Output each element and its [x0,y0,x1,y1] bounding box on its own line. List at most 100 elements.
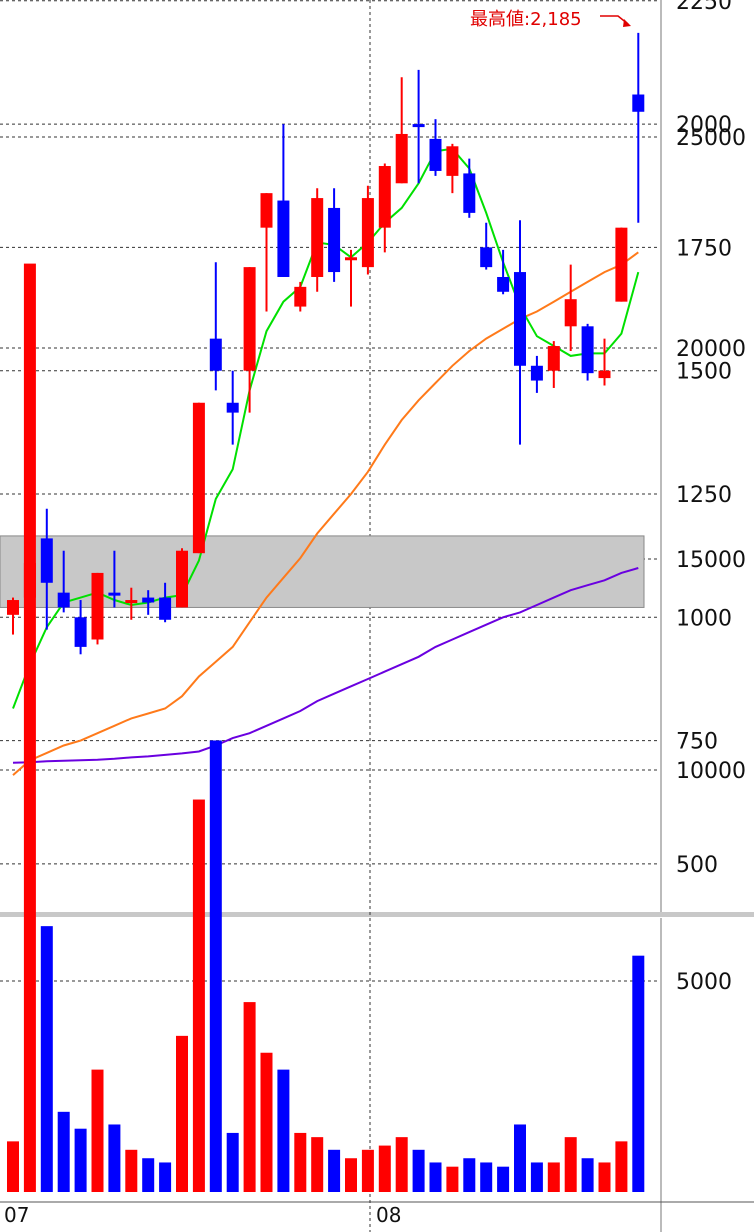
candle-body [412,124,425,128]
candle-body [91,572,104,640]
candle [209,262,222,391]
candle [260,193,273,312]
candle-body [446,146,459,176]
high-value-label: 最高値:2,185 [470,9,582,30]
volume-bar [530,1162,543,1192]
volume-bar [463,1158,476,1192]
candle-body [328,207,341,273]
volume-bar [412,1149,425,1192]
volume-bar [209,740,222,1192]
candle [378,163,391,253]
volume-bar [497,1166,510,1192]
candle [226,370,239,445]
candle [192,402,205,554]
price-tick-label: 500 [676,853,718,878]
volume-bar [277,1069,290,1192]
candle [361,185,374,275]
volume-bar [429,1162,442,1192]
volume-tick-label: 10000 [676,759,746,784]
volume-bar [226,1132,239,1192]
candle [547,341,560,388]
candle-body [480,247,493,268]
volume-bar [74,1128,87,1192]
ma-mid-line [12,251,639,776]
volume-bar [446,1166,459,1192]
candle [328,188,341,282]
candle [412,69,425,184]
candle-body [429,138,442,171]
candle-body [277,200,290,277]
candle [514,220,526,445]
moving-averages [12,147,640,776]
price-tick-label: 1500 [676,360,732,385]
price-tick-label: 2250 [676,0,732,15]
candle [345,249,357,307]
volume-bar [514,1124,526,1192]
candle-body [176,550,188,608]
candle [277,124,290,277]
candle [497,249,510,295]
volume-bar [294,1132,307,1192]
candle-body [192,402,205,554]
candle-body [226,402,239,413]
candle [395,77,408,184]
candle-body [395,133,408,184]
candle-body [361,198,374,268]
volume-bar [547,1162,560,1192]
volume-bars [7,263,645,1193]
candle [108,550,121,608]
ma-long-line [12,567,639,764]
candle-body [514,272,526,366]
candle-body [615,227,628,302]
volume-bar [564,1137,577,1192]
candle-body [7,600,19,615]
price-tick-label: 750 [676,730,718,755]
candle-body [40,538,53,583]
candle [91,572,104,645]
volume-bar [57,1111,70,1192]
candle [480,222,493,270]
candle [7,597,19,635]
volume-bar [125,1149,138,1192]
candle [463,158,476,218]
candle [632,32,645,223]
volume-bar [328,1149,341,1192]
candle [125,587,138,620]
candle [159,582,172,623]
candle [243,267,256,413]
price-band [0,535,645,608]
candle [40,508,53,630]
candle [294,281,307,312]
ma-short-line [12,147,640,709]
volume-bar [615,1141,628,1192]
volume-bar [159,1162,172,1192]
candle-body [209,338,222,371]
candle-body [564,299,577,327]
volume-bar [581,1158,594,1192]
volume-bar [260,1052,273,1192]
candle-body [378,166,391,228]
candle-body [159,597,172,620]
price-tick-label: 1000 [676,606,732,631]
volume-bar [91,1069,104,1192]
candle [446,143,459,194]
candle [176,548,188,608]
volume-bar [311,1137,324,1192]
x-tick-label: 07 [4,1203,29,1227]
candle-body [108,592,121,596]
volume-bar [395,1137,408,1192]
candle [598,338,611,386]
price-tick-label: 2000 [676,113,732,138]
candle [57,550,70,613]
volume-bar [345,1158,357,1192]
candle-body [125,600,138,604]
candle-body [345,257,357,261]
candle [142,590,155,615]
volume-tick-label: 15000 [676,548,746,573]
candle-body [530,365,543,381]
candle-body [311,198,324,277]
volume-tick-label: 5000 [676,970,732,995]
candle-body [294,286,307,307]
x-tick-label: 08 [376,1203,401,1227]
